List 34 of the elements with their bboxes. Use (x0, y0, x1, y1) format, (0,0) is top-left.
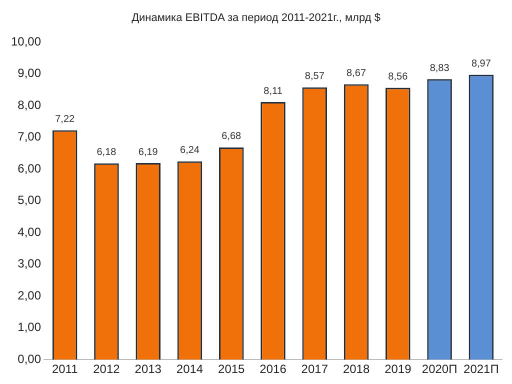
y-tick-label: 4,00 (18, 224, 42, 239)
x-tick-label: 2019 (384, 362, 412, 376)
chart-title: Динамика EBITDA за период 2011-2021г., млрд $ (130, 12, 382, 24)
x-tick-label: 2013 (134, 362, 162, 376)
y-tick-label: 6,00 (18, 161, 42, 176)
x-tick-label: 2014 (176, 362, 204, 376)
data-label: 6,68 (222, 131, 242, 142)
x-tick-label: 2015 (218, 362, 246, 376)
x-tick-label: 2021П (464, 362, 499, 376)
data-label: 6,19 (138, 146, 158, 158)
data-label: 8,56 (388, 71, 408, 82)
data-label: 7,22 (55, 114, 76, 126)
data-label: 8,83 (430, 62, 450, 74)
data-label: 8,67 (346, 68, 366, 79)
data-label: 6,24 (180, 145, 200, 156)
x-tick-label: 2012 (93, 362, 120, 376)
x-tick-label: 2020П (422, 362, 458, 376)
y-tick-label: 2,00 (18, 288, 42, 302)
x-tick-label: 2017 (301, 362, 328, 376)
y-tick-label: 9,00 (18, 66, 42, 80)
x-tick-label: 2016 (260, 362, 287, 376)
y-tick-label: 1,00 (18, 320, 42, 334)
y-tick-label: 5,00 (18, 193, 42, 208)
x-tick-label: 2011 (52, 362, 78, 376)
x-tick-label: 2018 (342, 362, 370, 376)
y-tick-label: 8,00 (18, 98, 42, 112)
data-label: 6,18 (96, 147, 117, 158)
data-label: 8,97 (471, 58, 492, 70)
data-label: 8,11 (264, 86, 283, 97)
y-tick-label: 7,00 (18, 130, 42, 144)
y-tick-label: 3,00 (18, 256, 42, 271)
y-tick-label: 0,00 (18, 352, 42, 366)
data-label: 8,57 (304, 71, 325, 82)
y-tick-label: 10,00 (11, 34, 42, 48)
